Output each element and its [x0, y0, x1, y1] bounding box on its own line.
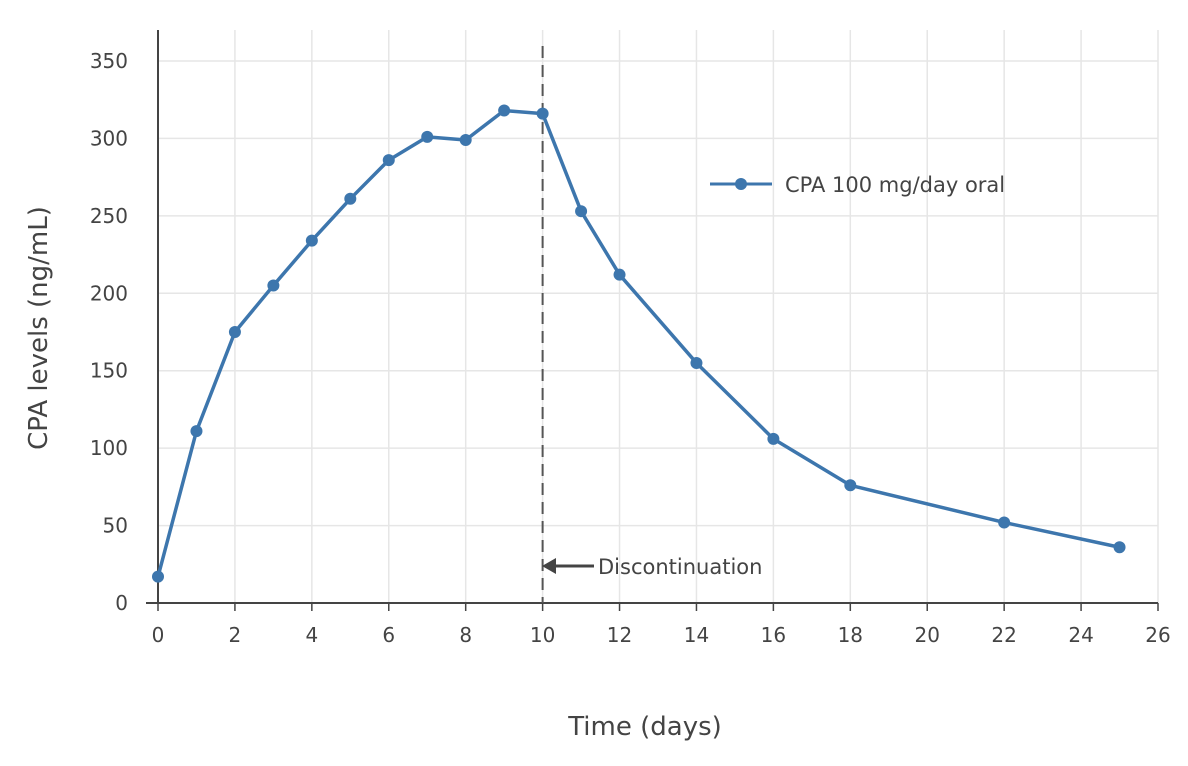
y-tick-label: 100 [90, 436, 128, 460]
x-tick-label: 12 [607, 623, 632, 647]
x-tick-label: 2 [229, 623, 242, 647]
y-tick-label: 50 [103, 514, 128, 538]
y-tick-label: 200 [90, 281, 128, 305]
data-point [613, 268, 626, 281]
data-point [152, 570, 164, 583]
data-point [575, 205, 588, 218]
data-point [844, 479, 857, 492]
y-tick-label: 300 [90, 126, 128, 150]
x-axis-title: Time (days) [567, 712, 722, 742]
data-point [998, 516, 1011, 529]
data-point [536, 107, 549, 120]
data-point [190, 425, 203, 438]
x-tick-label: 0 [152, 623, 165, 647]
series-line [156, 108, 1120, 578]
data-point [344, 192, 357, 205]
x-tick-label: 4 [305, 623, 318, 647]
axes [146, 30, 1159, 611]
x-tick-label: 26 [1145, 623, 1170, 647]
data-point [498, 104, 511, 117]
data-point [228, 325, 241, 338]
y-axis-title: CPA levels (ng/mL) [24, 206, 54, 450]
y-tick-label: 150 [90, 359, 128, 383]
legend: CPA 100 mg/day oral [710, 173, 1005, 197]
x-tick-label: 20 [915, 623, 940, 647]
y-tick-label: 0 [115, 591, 128, 615]
data-point [690, 356, 703, 369]
data-point [382, 154, 395, 167]
legend-label: CPA 100 mg/day oral [785, 173, 1005, 197]
annotations: Discontinuation [541, 46, 762, 603]
x-tick-label: 10 [530, 623, 555, 647]
x-tick-label: 8 [459, 623, 472, 647]
data-point [267, 279, 280, 292]
y-tick-label: 350 [90, 49, 128, 73]
x-tick-label: 22 [991, 623, 1016, 647]
tick-labels: 0 2 4 6 8 10 12 14 16 18 20 22 24 2605010015020025030… [90, 49, 1171, 647]
x-tick-label: 14 [684, 623, 709, 647]
data-point [1113, 541, 1126, 554]
x-tick-label: 18 [838, 623, 863, 647]
data-point [305, 234, 318, 247]
y-tick-label: 250 [90, 204, 128, 228]
grid-lines [158, 30, 1159, 603]
legend-marker [735, 178, 747, 190]
data-point [421, 130, 434, 143]
discontinuation-label: Discontinuation [598, 555, 762, 579]
discontinuation-arrow-head [542, 558, 556, 574]
data-point [459, 133, 472, 146]
data-point [767, 432, 780, 445]
x-tick-label: 16 [761, 623, 786, 647]
x-tick-label: 24 [1068, 623, 1093, 647]
x-tick-label: 6 [382, 623, 395, 647]
series-layer [152, 104, 1126, 583]
